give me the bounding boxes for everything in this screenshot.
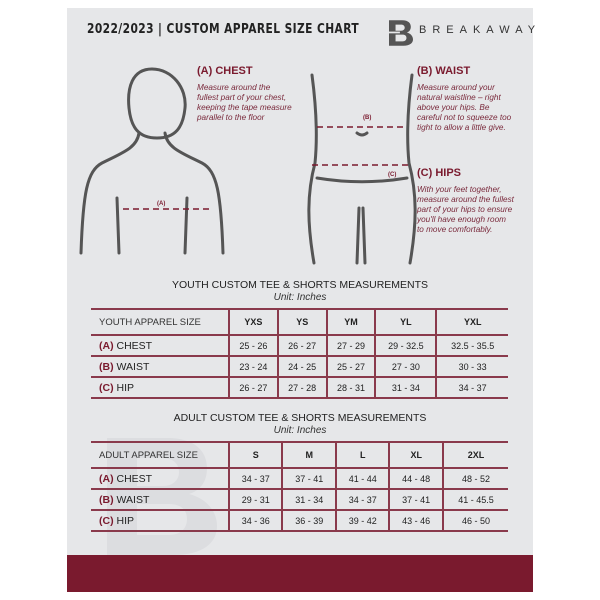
youth-table-title: YOUTH CUSTOM TEE & SHORTS MEASUREMENTS (171, 279, 429, 291)
size-chart-card: 2022/2023 | CUSTOM APPAREL SIZE CHART BR… (67, 8, 535, 592)
adult-table-title: ADULT CUSTOM TEE & SHORTS MEASUREMENTS (173, 412, 427, 424)
row-label: (A) CHEST (91, 468, 229, 490)
cell: 34 - 37 (435, 377, 508, 399)
row-label: (B) WAIST (91, 489, 229, 511)
header-cell: XL (388, 441, 443, 469)
cell: 37 - 41 (281, 468, 336, 490)
row-label: (C) HIP (91, 510, 229, 532)
cell: 34 - 37 (227, 468, 283, 490)
header-cell: L (334, 441, 390, 469)
header-cell: YXS (228, 308, 278, 336)
hips-instructions: With your feet together, measure around … (417, 185, 514, 234)
row-label: (B) WAIST (91, 356, 229, 378)
footer-band (67, 555, 533, 592)
table-row: (B) WAIST 23 - 24 24 - 25 25 - 27 27 - 30 30… (91, 356, 508, 378)
row-label: (A) CHEST (91, 335, 229, 357)
chest-marker: (A) (157, 201, 166, 207)
cell: 26 - 27 (276, 335, 327, 357)
cell: 44 - 48 (388, 468, 443, 490)
chest-instructions: Measure around the fullest part of your … (197, 83, 292, 122)
waist-instructions: Measure around your natural waistline – … (417, 83, 512, 132)
cell: 37 - 41 (388, 489, 443, 511)
body-figures (79, 67, 417, 265)
cell: 30 - 33 (435, 356, 508, 378)
table-row: (A) CHEST 34 - 37 37 - 41 41 - 44 44 - 48 48… (91, 468, 508, 490)
cell: 36 - 39 (281, 510, 336, 532)
cell: 27 - 29 (325, 335, 376, 357)
table-row: (A) CHEST 25 - 26 26 - 27 27 - 29 29 - 32.5… (91, 335, 508, 357)
page-title: 2022/2023 | CUSTOM APPAREL SIZE CHART (87, 22, 360, 37)
cell: 41 - 45.5 (441, 489, 508, 511)
table-row: (B) WAIST 29 - 31 31 - 34 34 - 37 37 - 41 41… (91, 489, 508, 511)
cell: 23 - 24 (228, 356, 278, 378)
cell: 26 - 27 (228, 377, 278, 399)
cell: 31 - 34 (281, 489, 336, 511)
cell: 48 - 52 (441, 468, 508, 490)
waist-marker: (B) (363, 115, 372, 121)
adult-unit: Unit: Inches (273, 425, 327, 436)
cell: 25 - 26 (228, 335, 278, 357)
cell: 31 - 34 (374, 377, 437, 399)
brand-logo (389, 20, 413, 46)
cell: 34 - 37 (334, 489, 390, 511)
header-cell: M (281, 441, 336, 469)
row-label: (C) HIP (91, 377, 229, 399)
adult-size-table: ADULT APPAREL SIZE S M L XL 2XL (A) CHES… (91, 441, 508, 532)
brand-name: BREAKAWAY (419, 24, 542, 36)
header-cell: YXL (435, 308, 508, 336)
header-cell: YL (374, 308, 437, 336)
cell: 24 - 25 (276, 356, 327, 378)
cell: 27 - 30 (374, 356, 437, 378)
cell: 29 - 31 (227, 489, 283, 511)
cell: 43 - 46 (388, 510, 443, 532)
youth-unit: Unit: Inches (273, 292, 327, 303)
header-cell: YM (325, 308, 376, 336)
cell: 39 - 42 (334, 510, 390, 532)
youth-size-table: YOUTH APPAREL SIZE YXS YS YM YL YXL (A) … (91, 308, 508, 399)
hips-marker: (C) (388, 172, 397, 178)
cell: 34 - 36 (227, 510, 283, 532)
table-header-row: ADULT APPAREL SIZE S M L XL 2XL (91, 441, 508, 469)
header-cell: ADULT APPAREL SIZE (91, 441, 229, 469)
table-row: (C) HIP 34 - 36 36 - 39 39 - 42 43 - 46 46 -… (91, 510, 508, 532)
header-cell: YS (276, 308, 327, 336)
cell: 28 - 31 (325, 377, 376, 399)
header-cell: YOUTH APPAREL SIZE (91, 308, 229, 336)
hips-heading: (C) HIPS (417, 167, 461, 179)
cell: 27 - 28 (276, 377, 327, 399)
cell: 25 - 27 (325, 356, 376, 378)
lower-body-outline (307, 73, 417, 265)
chest-heading: (A) CHEST (197, 65, 253, 77)
cell: 41 - 44 (334, 468, 390, 490)
cell: 29 - 32.5 (374, 335, 437, 357)
cell: 32.5 - 35.5 (435, 335, 508, 357)
table-header-row: YOUTH APPAREL SIZE YXS YS YM YL YXL (91, 308, 508, 336)
waist-heading: (B) WAIST (417, 65, 471, 77)
table-row: (C) HIP 26 - 27 27 - 28 28 - 31 31 - 34 34 -… (91, 377, 508, 399)
header-cell: 2XL (441, 441, 508, 469)
header-cell: S (227, 441, 283, 469)
cell: 46 - 50 (441, 510, 508, 532)
upper-body-outline (79, 67, 225, 255)
